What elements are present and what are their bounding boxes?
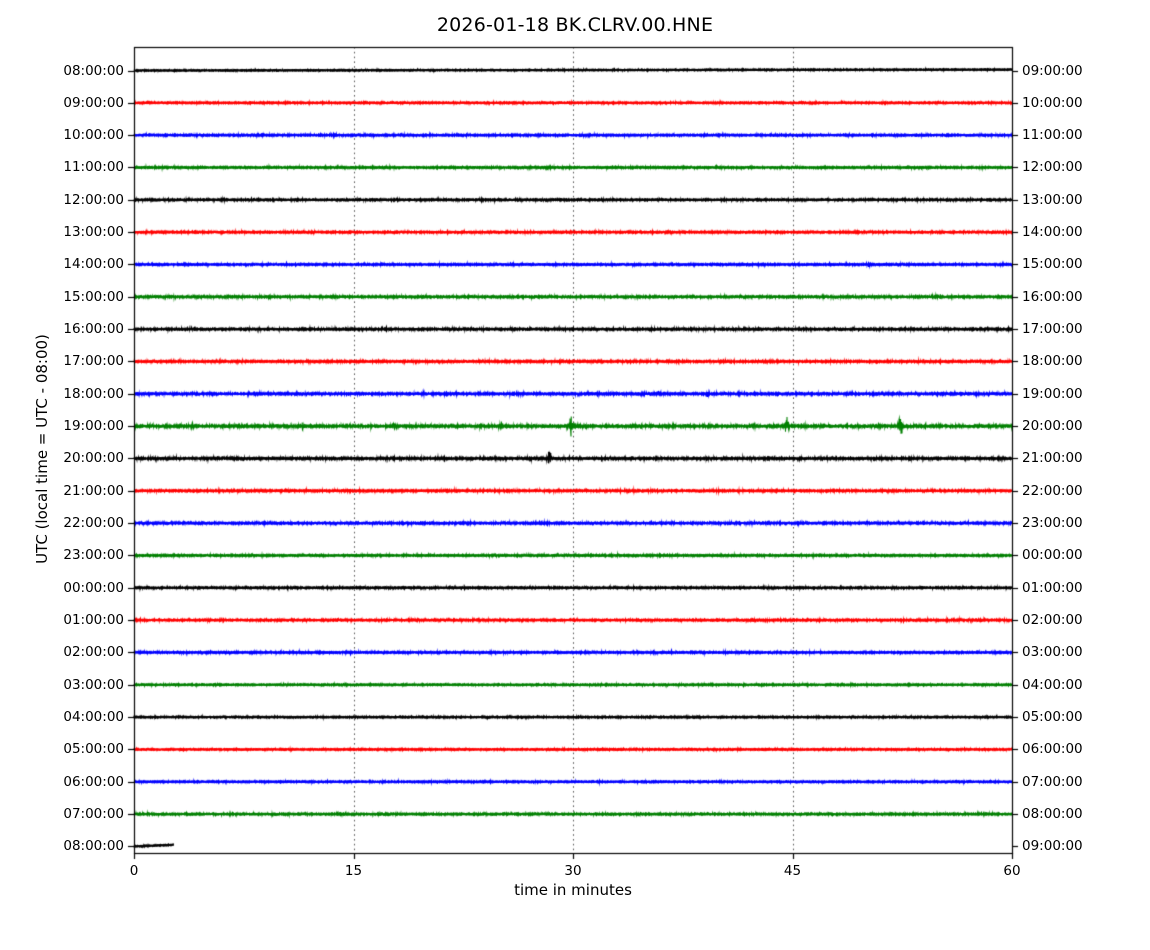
- y-axis-tick-label-left: 01:00:00: [63, 612, 124, 629]
- y-axis-tick-label-left: 12:00:00: [63, 191, 124, 208]
- x-axis-label: time in minutes: [514, 881, 632, 899]
- y-axis-tick-label-left: 17:00:00: [63, 353, 124, 370]
- y-axis-tick-label-left: 19:00:00: [63, 418, 124, 435]
- y-axis-tick-label-left: 13:00:00: [63, 224, 124, 241]
- y-axis-tick-label-left: 05:00:00: [63, 741, 124, 758]
- y-axis-tick-label-right: 20:00:00: [1022, 418, 1083, 435]
- y-axis-tick-label-right: 06:00:00: [1022, 741, 1083, 758]
- y-axis-tick-label-left: 20:00:00: [63, 450, 124, 467]
- y-axis-tick-label-right: 02:00:00: [1022, 612, 1083, 629]
- x-axis-tick-label: 30: [564, 863, 582, 879]
- y-axis-tick-label-left: 15:00:00: [63, 288, 124, 305]
- y-axis-tick-label-right: 08:00:00: [1022, 806, 1083, 823]
- y-axis-tick-label-right: 22:00:00: [1022, 482, 1083, 499]
- y-axis-tick-label-right: 14:00:00: [1022, 224, 1083, 241]
- y-axis-tick-label-right: 00:00:00: [1022, 547, 1083, 564]
- y-axis-tick-label-right: 10:00:00: [1022, 94, 1083, 111]
- y-axis-tick-label-right: 13:00:00: [1022, 191, 1083, 208]
- y-axis-tick-label-left: 08:00:00: [63, 838, 124, 855]
- y-axis-label: UTC (local time = UTC - 08:00): [33, 334, 51, 564]
- y-axis-tick-label-left: 08:00:00: [63, 62, 124, 79]
- y-axis-tick-label-right: 19:00:00: [1022, 385, 1083, 402]
- y-axis-tick-label-left: 07:00:00: [63, 806, 124, 823]
- y-axis-tick-label-right: 05:00:00: [1022, 709, 1083, 726]
- y-axis-tick-label-left: 10:00:00: [63, 127, 124, 144]
- y-axis-tick-label-left: 14:00:00: [63, 256, 124, 273]
- y-axis-tick-label-right: 16:00:00: [1022, 288, 1083, 305]
- y-axis-tick-label-left: 02:00:00: [63, 644, 124, 661]
- y-axis-tick-label-right: 04:00:00: [1022, 676, 1083, 693]
- x-axis-tick-label: 15: [344, 863, 363, 879]
- y-axis-tick-label-left: 04:00:00: [63, 709, 124, 726]
- x-axis-tick-label: 45: [783, 863, 802, 879]
- y-axis-tick-label-right: 09:00:00: [1022, 838, 1083, 855]
- y-axis-tick-label-right: 21:00:00: [1022, 450, 1083, 467]
- y-axis-tick-label-right: 12:00:00: [1022, 159, 1083, 176]
- y-axis-tick-label-right: 07:00:00: [1022, 773, 1083, 790]
- y-axis-tick-label-right: 15:00:00: [1022, 256, 1083, 273]
- y-axis-tick-label-left: 06:00:00: [63, 773, 124, 790]
- y-axis-tick-label-left: 09:00:00: [63, 94, 124, 111]
- y-axis-tick-label-right: 01:00:00: [1022, 579, 1083, 596]
- y-axis-tick-label-right: 03:00:00: [1022, 644, 1083, 661]
- x-axis-tick-label: 60: [1003, 863, 1021, 879]
- y-axis-tick-label-left: 21:00:00: [63, 482, 124, 499]
- y-axis-tick-label-left: 18:00:00: [63, 385, 124, 402]
- y-axis-tick-label-left: 03:00:00: [63, 676, 124, 693]
- y-axis-tick-label-left: 11:00:00: [63, 159, 124, 176]
- y-axis-tick-label-right: 23:00:00: [1022, 515, 1083, 532]
- y-axis-tick-label-left: 23:00:00: [63, 547, 124, 564]
- y-axis-tick-label-right: 18:00:00: [1022, 353, 1083, 370]
- y-axis-tick-label-left: 16:00:00: [63, 321, 124, 338]
- y-axis-tick-label-right: 17:00:00: [1022, 321, 1083, 338]
- y-axis-tick-label-right: 11:00:00: [1022, 127, 1083, 144]
- y-axis-tick-label-right: 09:00:00: [1022, 62, 1083, 79]
- y-axis-tick-label-left: 22:00:00: [63, 515, 124, 532]
- y-axis-tick-label-left: 00:00:00: [63, 579, 124, 596]
- x-axis-tick-label: 0: [129, 863, 139, 879]
